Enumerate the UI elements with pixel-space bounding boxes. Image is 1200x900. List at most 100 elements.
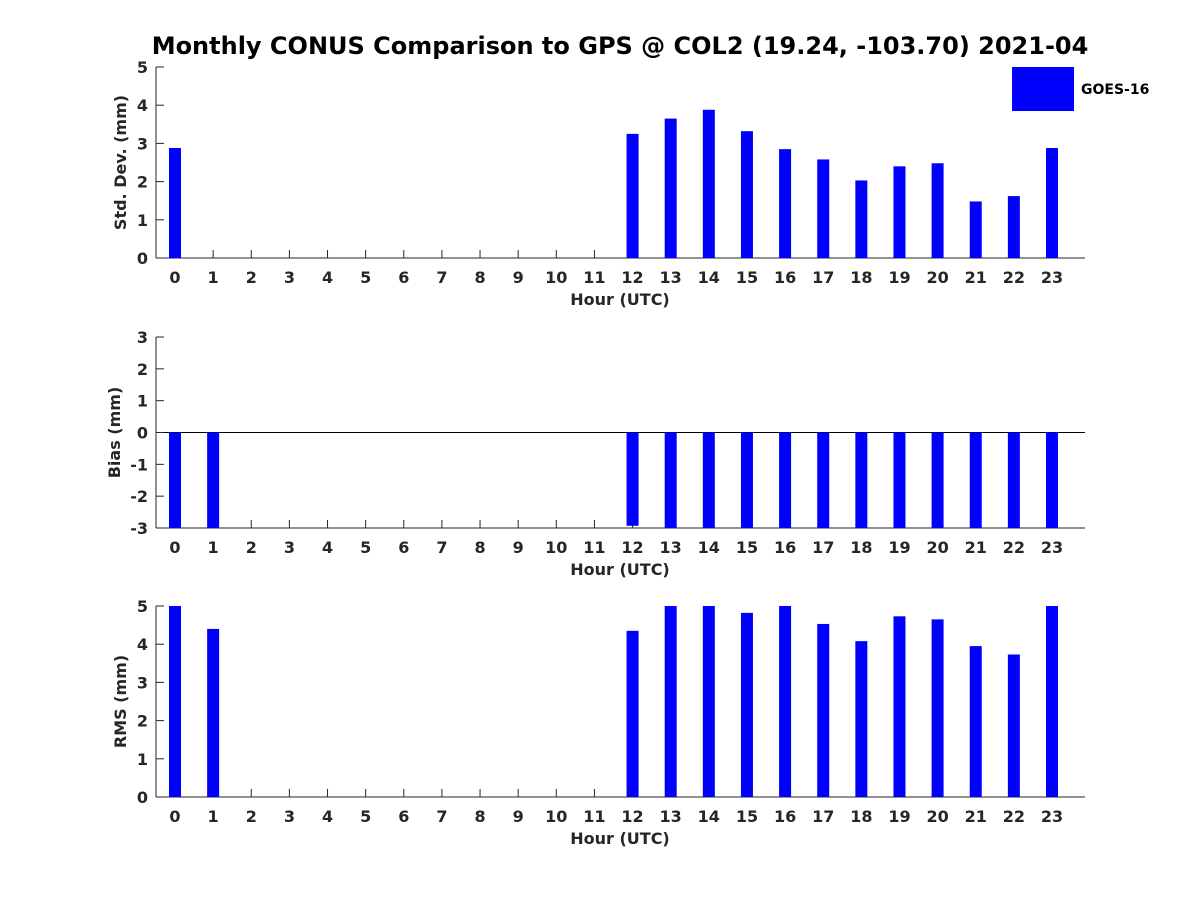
y-tick-label: 1 xyxy=(137,211,148,230)
x-tick-label: 5 xyxy=(360,538,371,557)
y-axis-label: Std. Dev. (mm) xyxy=(111,95,130,230)
x-tick-label: 19 xyxy=(888,538,910,557)
x-tick-label: 17 xyxy=(812,538,834,557)
x-tick-label: 13 xyxy=(660,807,682,826)
x-tick-label: 1 xyxy=(208,268,219,287)
bar-hour-20 xyxy=(931,432,944,528)
bar-hour-20 xyxy=(931,163,944,258)
x-tick-label: 23 xyxy=(1041,538,1063,557)
x-tick-label: 3 xyxy=(284,538,295,557)
x-tick-label: 0 xyxy=(169,807,180,826)
x-tick-label: 8 xyxy=(474,538,485,557)
x-axis-label: Hour (UTC) xyxy=(570,829,670,848)
bar-hour-19 xyxy=(893,432,906,528)
x-tick-label: 11 xyxy=(583,538,605,557)
y-tick-label: 2 xyxy=(137,360,148,379)
y-tick-label: 5 xyxy=(137,597,148,616)
bar-hour-17 xyxy=(817,623,830,797)
x-tick-label: 15 xyxy=(736,807,758,826)
x-tick-label: 4 xyxy=(322,538,333,557)
x-tick-label: 12 xyxy=(621,807,643,826)
bar-hour-19 xyxy=(893,616,906,797)
x-tick-label: 0 xyxy=(169,268,180,287)
y-tick-label: 0 xyxy=(137,249,148,268)
bar-hour-19 xyxy=(893,166,906,258)
x-tick-label: 17 xyxy=(812,807,834,826)
x-tick-label: 6 xyxy=(398,268,409,287)
bar-hour-16 xyxy=(779,432,792,528)
x-tick-label: 15 xyxy=(736,268,758,287)
x-tick-label: 12 xyxy=(621,268,643,287)
x-tick-label: 7 xyxy=(436,807,447,826)
x-tick-label: 21 xyxy=(965,807,987,826)
legend-label: GOES-16 xyxy=(1081,82,1149,98)
bar-hour-20 xyxy=(931,619,944,797)
x-tick-label: 2 xyxy=(246,807,257,826)
x-tick-label: 16 xyxy=(774,268,796,287)
bar-hour-13 xyxy=(664,606,677,797)
x-axis-label: Hour (UTC) xyxy=(570,290,670,309)
bar-hour-18 xyxy=(855,432,868,528)
bar-hour-21 xyxy=(969,646,982,797)
x-tick-label: 20 xyxy=(926,538,948,557)
x-tick-label: 20 xyxy=(926,807,948,826)
x-tick-label: 5 xyxy=(360,268,371,287)
x-tick-label: 11 xyxy=(583,807,605,826)
bar-hour-1 xyxy=(207,628,220,797)
x-tick-label: 0 xyxy=(169,538,180,557)
x-tick-label: 9 xyxy=(513,268,524,287)
bar-hour-0 xyxy=(169,432,181,528)
y-tick-label: 4 xyxy=(137,635,148,654)
y-tick-label: -3 xyxy=(130,519,148,538)
bar-hour-16 xyxy=(779,606,792,797)
x-tick-label: 16 xyxy=(774,538,796,557)
bar-hour-18 xyxy=(855,641,868,797)
x-tick-label: 11 xyxy=(583,268,605,287)
bar-hour-14 xyxy=(702,109,715,258)
x-tick-label: 9 xyxy=(513,807,524,826)
bar-hour-14 xyxy=(702,606,715,797)
y-axis-label: RMS (mm) xyxy=(111,655,130,748)
bar-hour-12 xyxy=(626,133,639,258)
x-tick-label: 2 xyxy=(246,268,257,287)
y-tick-label: 4 xyxy=(137,96,148,115)
x-tick-label: 19 xyxy=(888,807,910,826)
bar-hour-15 xyxy=(740,612,753,797)
x-tick-label: 2 xyxy=(246,538,257,557)
y-tick-label: 1 xyxy=(137,750,148,769)
y-tick-label: 3 xyxy=(137,673,148,692)
bar-hour-0 xyxy=(169,147,181,258)
x-tick-label: 13 xyxy=(660,268,682,287)
y-tick-label: 3 xyxy=(137,134,148,153)
bar-hour-23 xyxy=(1045,147,1058,258)
x-tick-label: 14 xyxy=(698,538,720,557)
x-tick-label: 7 xyxy=(436,538,447,557)
y-tick-label: 1 xyxy=(137,392,148,411)
x-tick-label: 21 xyxy=(965,268,987,287)
bar-hour-23 xyxy=(1045,606,1058,797)
x-tick-label: 10 xyxy=(545,538,567,557)
x-tick-label: 4 xyxy=(322,807,333,826)
y-axis-label: Bias (mm) xyxy=(105,387,124,479)
bar-hour-22 xyxy=(1007,196,1020,258)
bar-hour-15 xyxy=(740,131,753,258)
y-tick-label: 5 xyxy=(137,58,148,77)
bar-hour-1 xyxy=(207,432,220,528)
x-tick-label: 9 xyxy=(513,538,524,557)
x-tick-label: 22 xyxy=(1003,268,1025,287)
bar-hour-22 xyxy=(1007,654,1020,797)
x-tick-label: 18 xyxy=(850,807,872,826)
x-tick-label: 16 xyxy=(774,807,796,826)
bar-hour-0 xyxy=(169,606,181,797)
y-tick-label: 0 xyxy=(137,424,148,443)
bar-hour-12 xyxy=(626,630,639,797)
y-tick-label: 3 xyxy=(137,328,148,347)
x-tick-label: 15 xyxy=(736,538,758,557)
bar-hour-21 xyxy=(969,201,982,258)
y-tick-label: 0 xyxy=(137,788,148,807)
bar-hour-13 xyxy=(664,118,677,258)
bar-hour-15 xyxy=(740,432,753,528)
